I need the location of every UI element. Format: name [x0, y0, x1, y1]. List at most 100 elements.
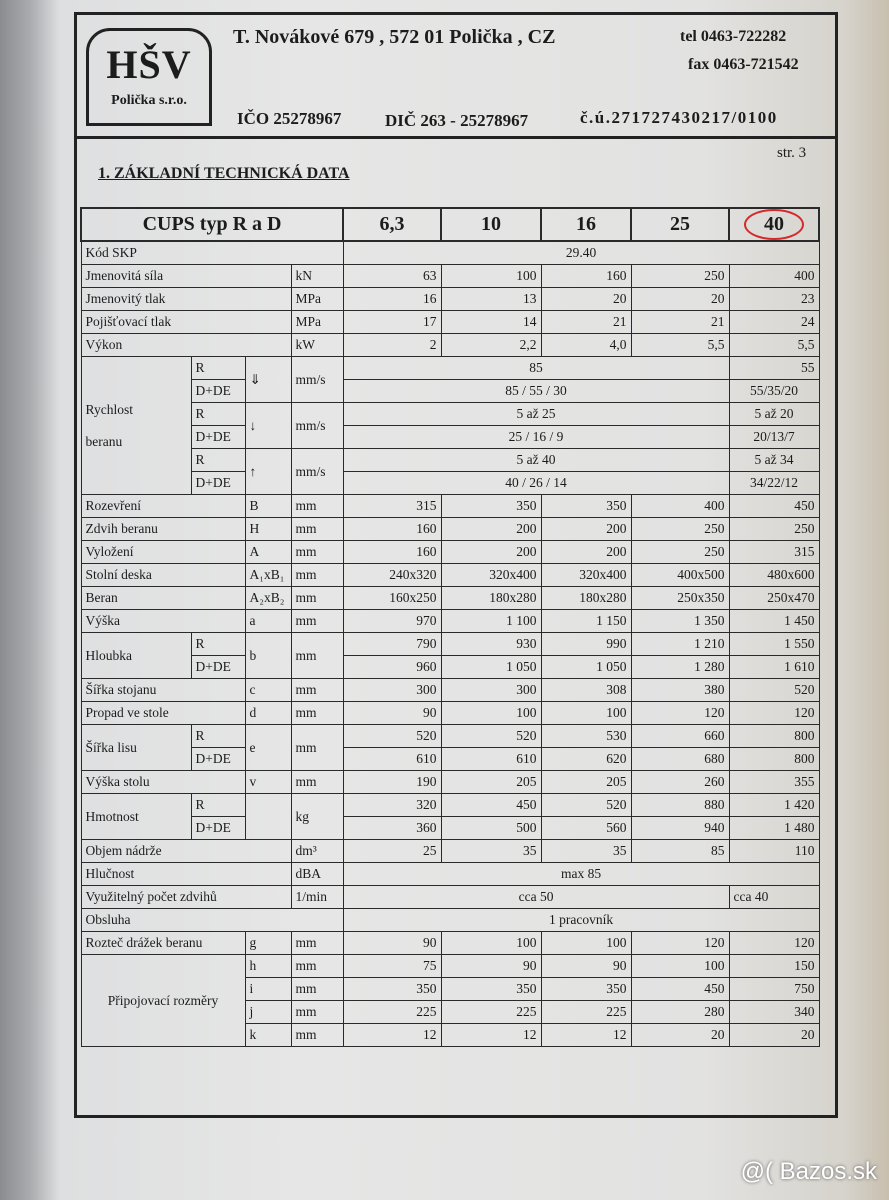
label-cell: b	[244, 632, 292, 679]
table-row: D+DE 25 / 16 / 9 20/13/7	[81, 425, 820, 449]
table-row: Obsluha 1 pracovník	[80, 908, 820, 932]
label-cell: kg	[290, 793, 344, 840]
value-cell: 480x600	[728, 563, 820, 587]
value-cell: 200	[540, 517, 632, 541]
table-row: D+DE 40 / 26 / 14 34/22/12	[81, 471, 820, 495]
label-cell: mm/s	[290, 402, 344, 449]
value-cell: 205	[440, 770, 542, 794]
value-cell: 1 100	[440, 609, 542, 633]
label-cell: Obsluha	[80, 908, 344, 932]
label-cell: mm/s	[290, 356, 344, 403]
label-cell: mm	[290, 954, 344, 978]
label-cell: j	[244, 1000, 292, 1024]
label-cell: Připojovací rozměry	[80, 954, 246, 1047]
label-cell: 20/13/7	[728, 425, 820, 449]
label-cell: max 85	[342, 862, 820, 886]
label-cell: mm	[290, 1023, 344, 1047]
value-cell: 205	[540, 770, 632, 794]
value-cell: 1 610	[728, 655, 820, 679]
value-cell: 200	[440, 517, 542, 541]
label-cell: mm	[290, 563, 344, 587]
value-cell: 520	[728, 678, 820, 702]
value-cell: 520	[540, 793, 632, 817]
value-cell: 355	[728, 770, 820, 794]
label-cell: Propad ve stole	[80, 701, 246, 725]
value-cell: 225	[440, 1000, 542, 1024]
technical-data-table: CUPS typ R a D 6,3 10 16 25 40 Kód SKP 29…	[79, 207, 821, 1047]
value-cell: 350	[342, 977, 442, 1001]
value-cell: 530	[540, 724, 632, 748]
value-cell: 100	[630, 954, 730, 978]
value-cell: 190	[342, 770, 442, 794]
value-cell: 990	[540, 632, 632, 656]
label-cell: 29.40	[342, 240, 820, 265]
label-cell: Objem nádrže	[80, 839, 292, 863]
value-cell: 315	[342, 494, 442, 518]
value-cell: 560	[540, 816, 632, 840]
label-cell: v	[244, 770, 292, 794]
value-cell: 200	[440, 540, 542, 564]
value-cell: 320x400	[440, 563, 542, 587]
label-cell: Kód SKP	[80, 240, 344, 265]
label-cell: 34/22/12	[728, 471, 820, 495]
label-cell: mm	[290, 678, 344, 702]
table-row: j mm 225 225 225 280 340	[81, 1000, 820, 1024]
table-row: Výkon kW 2 2,2 4,0 5,5 5,5	[80, 333, 820, 357]
label-cell: 1 pracovník	[342, 908, 820, 932]
circled-model: 40	[744, 210, 805, 239]
table-row: Rozteč drážek beranu g mm 90 100 100 120 120	[80, 931, 820, 955]
value-cell: 1 420	[728, 793, 820, 817]
table-row: Rychlost beranu R ⇓ mm/s 85 55	[80, 356, 820, 495]
value-cell: 1 350	[630, 609, 730, 633]
value-cell: 150	[728, 954, 820, 978]
value-cell: 2,2	[440, 333, 542, 357]
table-row: Jmenovitá síla kN 63 100 160 250 400	[80, 264, 820, 288]
value-cell: 5,5	[728, 333, 820, 357]
value-cell: 120	[728, 701, 820, 725]
company-fax: fax 0463-721542	[688, 56, 799, 73]
value-cell: 23	[728, 287, 820, 311]
value-cell: 12	[342, 1023, 442, 1047]
value-cell: 880	[630, 793, 730, 817]
value-cell: 160x250	[342, 586, 442, 610]
value-cell: 315	[728, 540, 820, 564]
label-cell: mm	[290, 632, 344, 679]
value-cell: 20	[630, 287, 730, 311]
label-cell: R	[190, 448, 246, 472]
label-cell: c	[244, 678, 292, 702]
value-cell: 300	[440, 678, 542, 702]
label-cell: dBA	[290, 862, 344, 886]
model-16: 16	[540, 207, 633, 242]
label-cell: 1/min	[290, 885, 344, 909]
value-cell: 250	[630, 517, 730, 541]
value-cell: 100	[440, 931, 542, 955]
label-cell: D+DE	[190, 655, 246, 679]
value-cell: 17	[342, 310, 442, 334]
value-cell: 680	[630, 747, 730, 771]
value-cell: 400x500	[630, 563, 730, 587]
label-cell: 25 / 16 / 9	[342, 425, 730, 449]
label-cell: cca 50	[342, 885, 730, 909]
value-cell: 100	[440, 264, 542, 288]
section-title: 1. ZÁKLADNÍ TECHNICKÁ DATA	[98, 165, 350, 182]
value-cell: 225	[540, 1000, 632, 1024]
value-cell: 55	[728, 356, 820, 380]
label-cell: kW	[290, 333, 344, 357]
label-cell: Vyložení	[80, 540, 246, 564]
value-cell: 250	[728, 517, 820, 541]
table-row: D+DE 360 500 560 940 1 480	[81, 816, 820, 840]
table-row: Výška a mm 970 1 100 1 150 1 350 1 450	[80, 609, 820, 633]
label-cell: 55/35/20	[728, 379, 820, 403]
label-cell: 5 až 40	[342, 448, 730, 472]
label-cell: ↓	[244, 402, 292, 449]
value-cell: 4,0	[540, 333, 632, 357]
value-cell: 12	[540, 1023, 632, 1047]
value-cell: 960	[342, 655, 442, 679]
logo-sub: Polička s.r.o.	[111, 93, 187, 108]
label-cell: Výška stolu	[80, 770, 246, 794]
value-cell: 940	[630, 816, 730, 840]
label-cell: mm	[290, 724, 344, 771]
label-cell: 5 až 34	[728, 448, 820, 472]
